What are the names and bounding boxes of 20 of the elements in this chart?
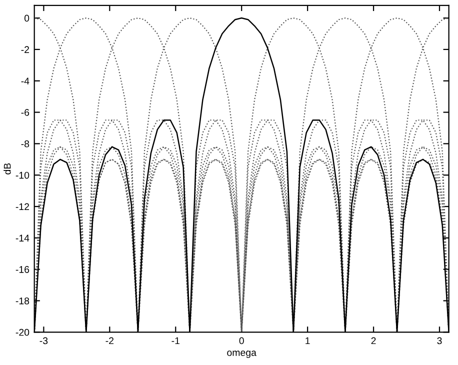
x-tick-label: 1 [306,337,310,344]
x-axis-title: omega [227,350,256,358]
x-tick-label: -2 [106,337,114,344]
y-tick-label: -14 [16,234,30,242]
y-tick-label: -2 [21,46,29,53]
x-tick-label: -1 [172,337,180,344]
x-tick-label: 0 [239,337,244,344]
y-tick-label: -16 [16,266,30,273]
y-tick-label: -20 [16,328,30,336]
y-tick-label: -12 [16,203,29,210]
x-tick-label: 3 [437,337,442,344]
x-tick-label: 2 [371,337,376,344]
y-tick-label: -18 [16,297,30,304]
y-tick-label: -6 [21,109,30,116]
y-tick-label: -4 [21,78,30,84]
y-tick-label: -10 [16,172,30,179]
x-tick-label: -3 [40,337,48,344]
y-tick-label: 0 [24,14,30,22]
y-tick-label: -8 [21,140,30,148]
y-axis-title: dB [4,163,11,174]
